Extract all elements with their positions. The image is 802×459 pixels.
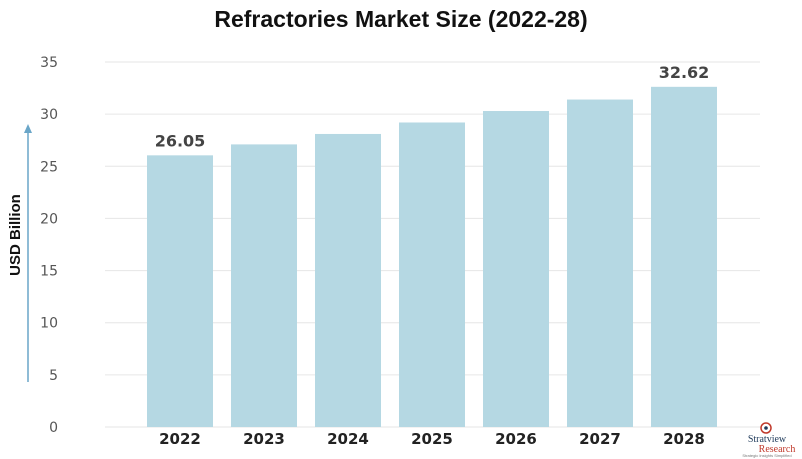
- bar-2022: [147, 155, 213, 428]
- stratview-logo: Stratview Research Strategic Insights Si…: [742, 422, 796, 458]
- data-labels: 26.05 32.62: [155, 63, 710, 151]
- y-tick-label: 30: [40, 107, 58, 123]
- y-tick-label: 15: [40, 264, 58, 280]
- x-axis-ticks: 2022 2023 2024 2025 2026 2027 2028: [159, 430, 705, 448]
- x-tick-label: 2028: [663, 430, 705, 448]
- y-tick-label: 5: [49, 368, 58, 384]
- logo-tagline: Strategic Insights Simplified: [742, 453, 791, 458]
- bar-2025: [399, 122, 465, 427]
- y-tick-label: 20: [40, 211, 58, 227]
- bar-2023: [231, 144, 297, 427]
- x-tick-label: 2027: [579, 430, 621, 448]
- x-tick-label: 2022: [159, 430, 201, 448]
- logo-target-icon: [760, 422, 772, 434]
- y-tick-label: 25: [40, 159, 58, 175]
- y-tick-label: 35: [40, 55, 58, 71]
- x-tick-label: 2024: [327, 430, 369, 448]
- bar-2028: [651, 86, 717, 427]
- y-axis-arrow-head: [24, 124, 32, 133]
- bar-2024: [315, 133, 381, 427]
- bar-2026: [483, 111, 549, 427]
- data-label-2022: 26.05: [155, 131, 206, 150]
- y-tick-label: 0: [49, 420, 58, 436]
- chart-title: Refractories Market Size (2022-28): [214, 6, 588, 32]
- logo-name: Stratview: [748, 434, 787, 445]
- y-axis-ticks: 0 5 10 15 20 25 30 35: [40, 55, 58, 436]
- x-tick-label: 2026: [495, 430, 537, 448]
- y-tick-label: 10: [40, 316, 58, 332]
- y-axis-label: USD Billion: [7, 194, 24, 276]
- bars: [147, 86, 717, 428]
- x-tick-label: 2023: [243, 430, 285, 448]
- logo-sub: Research: [759, 444, 796, 455]
- bar-2027: [567, 99, 633, 428]
- x-tick-label: 2025: [411, 430, 453, 448]
- data-label-2028: 32.62: [659, 63, 710, 82]
